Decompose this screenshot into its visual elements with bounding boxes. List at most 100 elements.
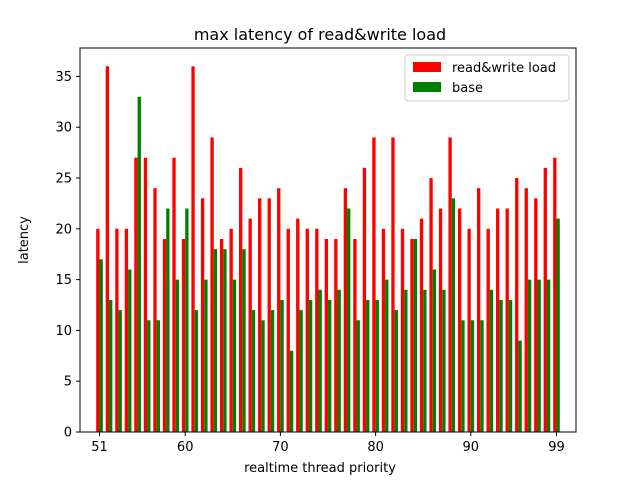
bar-read-write-load-57 <box>153 188 157 432</box>
bar-read-write-load-51 <box>96 228 100 432</box>
bar-base-95 <box>518 340 522 432</box>
bar-base-98 <box>546 279 551 432</box>
bar-base-83 <box>404 289 408 432</box>
bar-read-write-load-62 <box>200 198 205 432</box>
bar-read-write-load-52 <box>105 66 110 432</box>
bar-read-write-load-94 <box>505 208 509 432</box>
y-tick-label: 10 <box>55 324 72 339</box>
y-axis-label: latency <box>17 216 32 264</box>
bar-base-79 <box>366 299 370 432</box>
bar-base-96 <box>527 279 532 432</box>
bar-base-63 <box>213 249 218 432</box>
bar-base-97 <box>537 279 541 432</box>
bar-base-77 <box>347 208 351 432</box>
bar-base-89 <box>461 320 465 432</box>
bar-read-write-load-56 <box>143 157 148 432</box>
bar-base-73 <box>308 299 313 432</box>
bar-base-75 <box>328 299 332 432</box>
chart-title: max latency of read&write load <box>194 25 446 44</box>
bar-read-write-load-71 <box>286 228 290 432</box>
bar-read-write-load-83 <box>400 228 405 432</box>
y-tick-label: 15 <box>55 273 72 288</box>
bar-read-write-load-96 <box>524 188 528 432</box>
bars-group <box>96 66 560 432</box>
bar-read-write-load-74 <box>315 228 319 432</box>
x-tick-label: 70 <box>272 440 289 455</box>
bar-base-59 <box>175 279 180 432</box>
x-tick-label: 51 <box>91 440 108 455</box>
bar-read-write-load-95 <box>515 178 519 432</box>
bar-base-99 <box>556 218 560 432</box>
bar-read-write-load-81 <box>381 228 386 432</box>
bar-read-write-load-69 <box>267 198 271 432</box>
bar-base-91 <box>480 320 484 432</box>
bar-base-55 <box>137 96 141 432</box>
bar-base-71 <box>289 350 294 432</box>
plot-frame <box>79 47 577 433</box>
y-axis-ticks: 0 5 10 15 20 25 30 35 <box>55 70 80 441</box>
bar-read-write-load-73 <box>305 228 309 432</box>
bar-base-76 <box>337 289 341 432</box>
bar-read-write-load-77 <box>343 188 348 432</box>
y-tick-label: 25 <box>55 172 72 187</box>
bar-read-write-load-59 <box>172 157 176 432</box>
bar-base-93 <box>499 299 503 432</box>
bar-base-51 <box>99 259 103 432</box>
bar-base-62 <box>204 279 208 432</box>
bar-base-66 <box>242 249 246 432</box>
legend-label-read-write-load: read&write load <box>452 61 556 76</box>
legend-swatch-read-write-load <box>413 62 441 72</box>
bar-read-write-load-67 <box>248 218 252 432</box>
bar-base-53 <box>118 310 122 432</box>
bar-read-write-load-60 <box>181 238 186 432</box>
bar-base-94 <box>508 299 513 432</box>
bar-read-write-load-88 <box>448 137 452 432</box>
y-tick-label: 35 <box>55 70 72 85</box>
bar-read-write-load-65 <box>229 228 233 432</box>
bar-read-write-load-55 <box>134 157 138 432</box>
bar-read-write-load-82 <box>391 137 395 432</box>
bar-base-56 <box>147 320 151 432</box>
y-tick-label: 5 <box>64 375 72 390</box>
bar-read-write-load-54 <box>124 228 129 432</box>
bar-read-write-load-92 <box>486 228 490 432</box>
bar-base-81 <box>385 279 389 432</box>
bar-read-write-load-63 <box>210 137 214 432</box>
bar-read-write-load-97 <box>534 198 538 432</box>
bar-base-78 <box>356 320 360 432</box>
bar-base-64 <box>223 249 227 432</box>
bar-read-write-load-70 <box>277 188 281 432</box>
bar-read-write-load-87 <box>438 208 443 432</box>
x-axis-ticks: 51 60 70 80 90 99 <box>91 432 565 455</box>
bar-base-70 <box>280 299 284 432</box>
bar-base-87 <box>442 289 446 432</box>
bar-base-88 <box>451 198 456 432</box>
x-axis-label: realtime thread priority <box>244 461 396 476</box>
bar-base-67 <box>251 310 256 432</box>
bar-read-write-load-64 <box>219 238 224 432</box>
bar-read-write-load-61 <box>191 66 195 432</box>
x-tick-label: 99 <box>548 440 565 455</box>
legend: read&write load base <box>404 54 570 102</box>
y-tick-label: 20 <box>55 222 72 237</box>
legend-label-base: base <box>452 81 483 96</box>
bar-read-write-load-85 <box>419 218 424 432</box>
bar-base-84 <box>413 238 418 432</box>
bar-base-92 <box>489 289 494 432</box>
bar-base-60 <box>185 208 189 432</box>
bar-read-write-load-90 <box>467 228 471 432</box>
bar-read-write-load-80 <box>372 137 376 432</box>
bar-read-write-load-99 <box>553 157 557 432</box>
bar-base-57 <box>156 320 160 432</box>
bar-base-54 <box>128 269 132 432</box>
bar-read-write-load-53 <box>115 228 119 432</box>
x-tick-label: 80 <box>367 440 384 455</box>
bar-base-86 <box>432 269 437 432</box>
bar-base-52 <box>109 299 113 432</box>
bar-read-write-load-98 <box>543 167 547 432</box>
bar-base-69 <box>270 310 275 432</box>
bar-base-80 <box>375 299 379 432</box>
legend-box <box>404 54 570 102</box>
bar-read-write-load-75 <box>324 238 328 432</box>
